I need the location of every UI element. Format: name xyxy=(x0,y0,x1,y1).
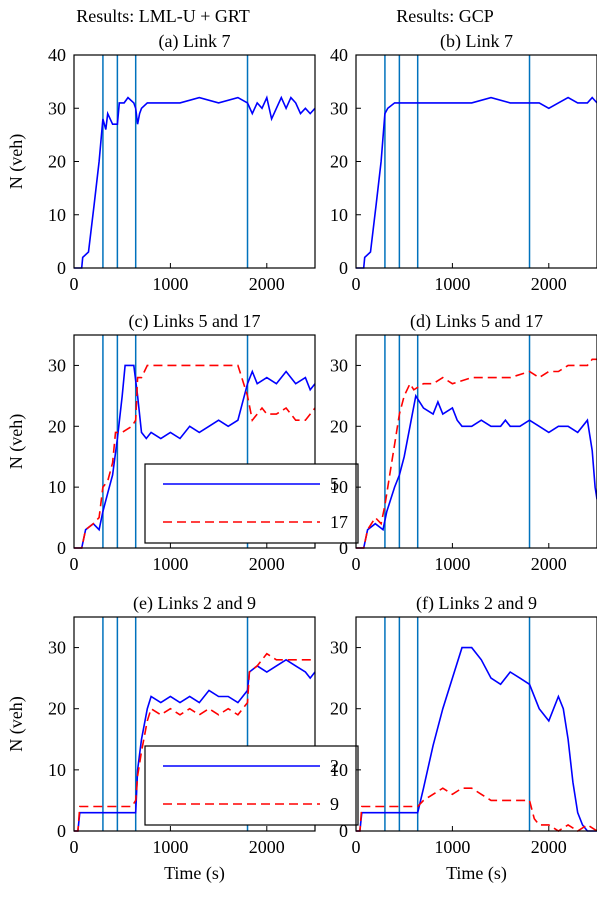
x-tick-label: 1000 xyxy=(152,274,188,294)
panel-title: (b) Link 7 xyxy=(440,31,513,52)
y-tick-label: 10 xyxy=(330,760,348,780)
legend-label: 9 xyxy=(330,794,339,814)
y-tick-label: 10 xyxy=(48,205,66,225)
x-tick-label: 2000 xyxy=(531,274,567,294)
x-tick-label: 2000 xyxy=(249,554,285,574)
y-tick-label: 20 xyxy=(330,416,348,436)
series-line-9 xyxy=(356,787,597,832)
y-tick-label: 30 xyxy=(48,355,66,375)
y-tick-label: 30 xyxy=(48,638,66,658)
panel-title: (a) Link 7 xyxy=(159,31,231,52)
y-tick-label: 0 xyxy=(57,821,66,841)
series-line-5 xyxy=(74,364,316,549)
y-tick-label: 30 xyxy=(330,355,348,375)
y-tick-label: 40 xyxy=(48,45,66,65)
y-tick-label: 30 xyxy=(48,98,66,118)
legend-box xyxy=(144,463,359,544)
x-tick-label: 0 xyxy=(352,837,361,857)
series-line-5 xyxy=(356,393,597,549)
panel-a: (a) Link 7 0 1000 2000 0 10 20 30 40 N (veh) xyxy=(6,31,316,294)
legend: 5 17 xyxy=(144,463,359,544)
y-tick-label: 10 xyxy=(48,477,66,497)
y-axis-label: N (veh) xyxy=(6,696,27,751)
y-tick-label: 10 xyxy=(330,205,348,225)
x-tick-label: 2000 xyxy=(249,274,285,294)
y-tick-label: 10 xyxy=(48,760,66,780)
y-tick-label: 20 xyxy=(48,416,66,436)
panel-f: (f) Links 2 and 9 0 1000 2000 0 10 20 30 Time (s… xyxy=(330,593,597,884)
legend-label: 17 xyxy=(330,512,348,532)
panel-title: (e) Links 2 and 9 xyxy=(133,593,256,614)
y-tick-label: 0 xyxy=(339,821,348,841)
panel-title: (f) Links 2 and 9 xyxy=(416,593,537,614)
plot-frame xyxy=(73,54,316,269)
x-axis-label: Time (s) xyxy=(164,863,225,884)
right-column-header: Results: GCP xyxy=(396,6,494,26)
y-axis-label: N (veh) xyxy=(6,414,27,469)
series-line-9 xyxy=(74,652,315,832)
y-tick-label: 0 xyxy=(339,538,348,558)
x-tick-label: 1000 xyxy=(434,837,470,857)
plot-frame xyxy=(73,334,316,549)
plot-frame xyxy=(355,54,597,269)
plot-frame xyxy=(73,616,316,832)
series-line-2 xyxy=(356,646,597,832)
y-tick-label: 30 xyxy=(330,98,348,118)
y-tick-label: 20 xyxy=(48,152,66,172)
x-tick-label: 1000 xyxy=(152,554,188,574)
x-tick-label: 0 xyxy=(70,554,79,574)
series-line-blue xyxy=(74,95,316,269)
panel-d: (d) Links 5 and 17 0 1000 2000 0 10 20 30 xyxy=(330,311,597,574)
x-tick-label: 2000 xyxy=(531,554,567,574)
y-axis-label: N (veh) xyxy=(6,134,27,189)
legend-label: 2 xyxy=(330,756,339,776)
panel-b: (b) Link 7 0 1000 2000 0 10 20 30 40 xyxy=(330,31,597,294)
x-tick-label: 1000 xyxy=(434,274,470,294)
series-line-blue xyxy=(356,96,597,269)
y-tick-label: 30 xyxy=(330,638,348,658)
series-line-17 xyxy=(74,364,316,549)
y-tick-label: 0 xyxy=(57,538,66,558)
y-tick-label: 10 xyxy=(330,477,348,497)
x-tick-label: 2000 xyxy=(249,837,285,857)
y-tick-label: 20 xyxy=(330,699,348,719)
x-axis-label: Time (s) xyxy=(446,863,507,884)
panel-title: (d) Links 5 and 17 xyxy=(410,311,543,332)
y-tick-label: 0 xyxy=(57,258,66,278)
x-tick-label: 0 xyxy=(70,274,79,294)
x-tick-label: 2000 xyxy=(531,837,567,857)
x-tick-label: 1000 xyxy=(434,554,470,574)
left-column-header: Results: LML-U + GRT xyxy=(76,6,250,26)
x-tick-label: 1000 xyxy=(152,837,188,857)
x-tick-label: 0 xyxy=(352,274,361,294)
y-tick-label: 0 xyxy=(339,258,348,278)
x-tick-label: 0 xyxy=(352,554,361,574)
y-tick-label: 40 xyxy=(330,45,348,65)
plot-frame xyxy=(355,616,597,832)
legend: 29 xyxy=(144,745,359,826)
panel-title: (c) Links 5 and 17 xyxy=(129,311,261,332)
series-line-17 xyxy=(356,358,597,549)
x-tick-label: 0 xyxy=(70,837,79,857)
plot-frame xyxy=(355,334,597,549)
legend-label: 5 xyxy=(330,474,339,494)
y-tick-label: 20 xyxy=(330,152,348,172)
legend-box xyxy=(144,745,359,826)
series-line-2 xyxy=(74,658,316,832)
y-tick-label: 20 xyxy=(48,699,66,719)
